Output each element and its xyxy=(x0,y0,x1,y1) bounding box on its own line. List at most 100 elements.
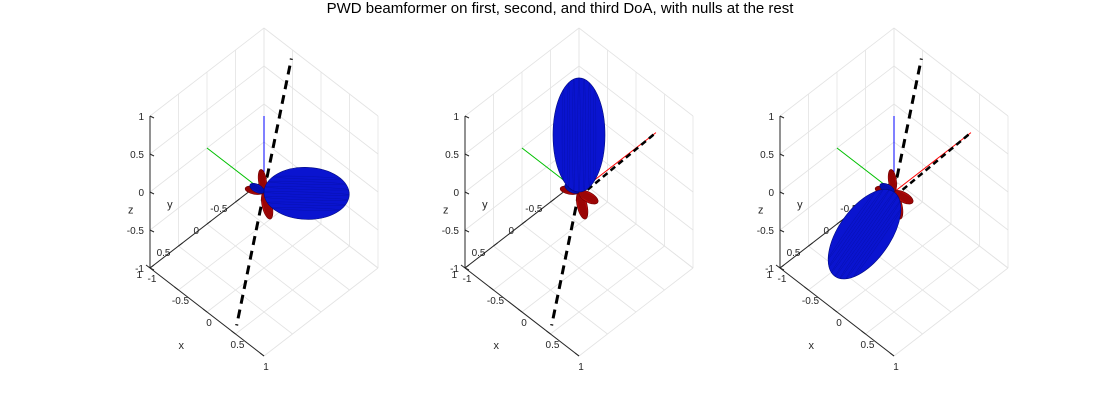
main-beam-lobe xyxy=(552,77,606,193)
doa-direction-line xyxy=(550,191,581,326)
sidelobe-red-facet xyxy=(579,195,595,205)
x-tick-mark xyxy=(574,352,580,357)
sidelobe-blue-facet xyxy=(249,185,264,193)
y-tick-mark xyxy=(836,220,842,225)
x-tick-label: -1 xyxy=(778,274,787,285)
z-tick-label: -1 xyxy=(135,264,144,275)
y-axis-label: y xyxy=(482,199,488,211)
sidelobe-red-facet xyxy=(246,191,262,195)
x-tick-mark xyxy=(145,264,151,269)
floor-gridline xyxy=(206,223,322,313)
y-tick-mark xyxy=(149,264,155,269)
wall-gridline xyxy=(263,27,379,117)
z-tick-mark xyxy=(779,153,785,157)
y-tick-mark xyxy=(235,198,240,203)
z-tick-label: 0 xyxy=(138,188,144,199)
wall-gridline xyxy=(893,27,1009,117)
z-tick-mark xyxy=(149,115,155,119)
y-tick-mark xyxy=(493,242,498,247)
doa-direction-line xyxy=(901,131,972,191)
main-beam-lobe-body xyxy=(552,77,606,193)
main-beam-lobe xyxy=(827,189,902,280)
z-tick-label: 1 xyxy=(768,112,774,123)
x-axis-label: x xyxy=(809,340,815,352)
x-tick-label: -0.5 xyxy=(487,296,505,307)
sidelobe-red-facet xyxy=(578,194,597,204)
z-tick-mark xyxy=(149,191,155,195)
main-beam-lobe-facet xyxy=(845,201,901,280)
wall-gridline xyxy=(263,103,379,193)
x-tick-label: 0.5 xyxy=(231,340,245,351)
y-tick-label: 0.5 xyxy=(472,248,486,259)
floor-gridline xyxy=(178,245,293,335)
z-tick-label: -0.5 xyxy=(757,226,775,237)
sidelobe-blue-facet xyxy=(881,183,895,191)
z-tick-mark xyxy=(779,191,785,195)
doa-direction-line xyxy=(262,58,293,193)
sidelobe-red xyxy=(578,190,599,205)
sidelobe-red-facet xyxy=(576,195,582,218)
z-tick-label: 0.5 xyxy=(760,150,774,161)
x-tick-mark xyxy=(259,352,265,357)
x-tick-label: -0.5 xyxy=(172,296,190,307)
x-tick-mark xyxy=(489,286,494,291)
main-beam-lobe-facet xyxy=(561,89,565,181)
wall-gridline xyxy=(578,27,694,117)
main-beam-lobe-facet xyxy=(271,207,341,211)
sidelobe-red-facet xyxy=(892,169,896,192)
z-tick-label: 0.5 xyxy=(445,150,459,161)
x-tick-label: 0 xyxy=(206,318,212,329)
main-beam-lobe-facet xyxy=(831,189,890,273)
floor-gridline xyxy=(493,245,608,335)
z-tick-mark xyxy=(779,229,785,233)
z-tick-mark xyxy=(779,115,785,119)
figure-title: PWD beamformer on first, second, and thi… xyxy=(326,0,794,17)
floor-gridline xyxy=(521,223,637,313)
y-tick-mark xyxy=(521,220,527,225)
main-beam-lobe-facet xyxy=(272,175,342,180)
main-beam-lobe-facet xyxy=(263,191,350,196)
x-tick-label: 1 xyxy=(893,362,899,373)
sidelobe-blue-facet xyxy=(882,183,894,190)
z-axis-label: z xyxy=(443,204,449,216)
z-axis-label: z xyxy=(128,204,134,216)
z-tick-mark xyxy=(464,191,470,195)
floor-gridline xyxy=(235,245,350,335)
x-tick-label: -1 xyxy=(463,274,472,285)
main-beam-lobe-facet xyxy=(267,201,346,206)
sidelobe-red-facet xyxy=(561,191,577,195)
x-tick-label: 0 xyxy=(521,318,527,329)
y-tick-mark xyxy=(550,198,555,203)
sidelobe-blue-facet xyxy=(252,183,264,190)
main-beam-lobe-facet xyxy=(267,180,347,185)
y-tick-label: 1 xyxy=(136,270,142,281)
sidelobe-blue-facet xyxy=(250,187,262,194)
z-tick-label: 1 xyxy=(453,112,459,123)
floor-gridline xyxy=(808,245,923,335)
doa-direction-line xyxy=(586,131,657,191)
x-tick-mark xyxy=(889,352,895,357)
sidelobe-blue-facet xyxy=(249,186,263,194)
sidelobe-red-facet xyxy=(897,190,913,199)
x-tick-label: -1 xyxy=(148,274,157,285)
y-tick-mark xyxy=(206,220,212,225)
main-beam-lobe-facet xyxy=(264,196,349,201)
main-beam-lobe-facet xyxy=(593,89,597,181)
main-beam-lobe-facet xyxy=(572,78,576,192)
y-tick-label: 0 xyxy=(823,226,829,237)
main-beam-lobe-facet xyxy=(834,191,895,277)
x-axis-label: x xyxy=(179,340,185,352)
y-tick-label: 1 xyxy=(766,270,772,281)
main-beam-lobe-facet xyxy=(264,186,349,191)
main-beam-lobe-facet xyxy=(577,77,581,193)
wall-gridline xyxy=(149,27,265,117)
sidelobe-red-facet xyxy=(578,192,598,204)
floor-gridline xyxy=(550,245,665,335)
wall-gridline xyxy=(779,27,895,117)
x-tick-mark xyxy=(517,308,523,313)
wall-gridline xyxy=(464,27,580,117)
